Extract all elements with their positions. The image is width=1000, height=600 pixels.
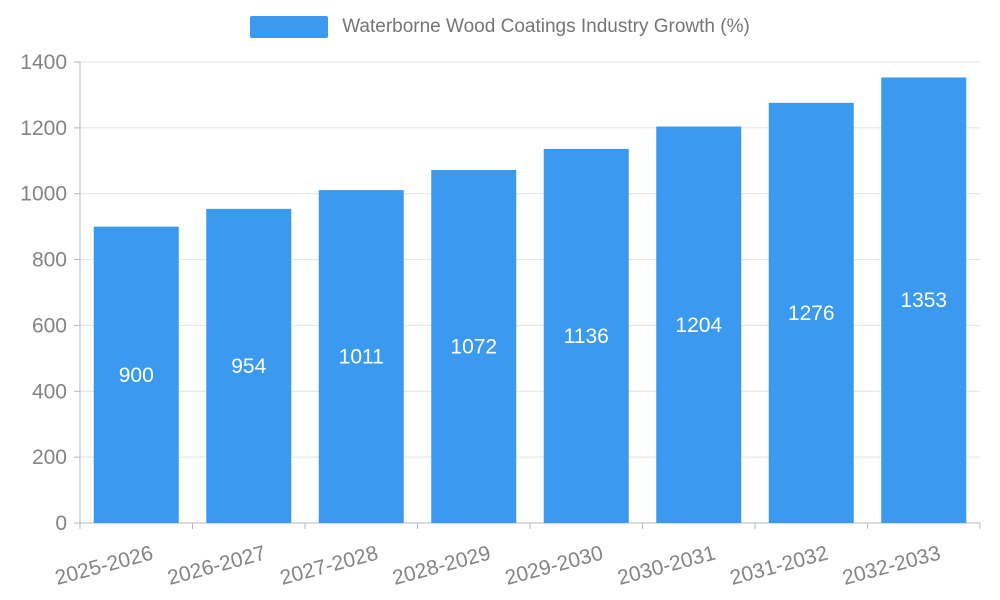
bar-value-label: 954 [231,355,266,378]
y-tick-label: 1200 [20,117,67,140]
x-tick-label: 2031-2032 [728,542,831,590]
bar-2026-2027 [206,208,292,523]
bar-2031-2032 [768,102,854,524]
legend-swatch[interactable] [250,16,329,38]
bar-2028-2029 [431,170,517,523]
bar-value-label: 900 [119,364,154,387]
bar-value-label: 1204 [675,314,722,337]
bar-2027-2028 [318,190,404,523]
bar-value-label: 1136 [564,325,609,348]
y-tick-label: 0 [55,512,67,535]
bar-value-label: 1276 [788,302,835,325]
y-tick-label: 400 [32,380,67,403]
x-tick-label: 2032-2033 [840,542,943,590]
bar-value-label: 1353 [900,289,947,312]
bar-value-label: 1011 [339,346,384,369]
x-tick-label: 2029-2030 [503,542,606,590]
bar-2030-2031 [656,126,742,523]
bar-2032-2033 [881,77,967,523]
y-tick-label: 1000 [20,183,67,206]
bar-value-label: 1072 [450,336,497,359]
y-tick-label: 1400 [20,51,67,74]
x-tick-label: 2026-2027 [165,542,268,590]
y-tick-label: 600 [32,314,67,337]
chart-legend[interactable]: Waterborne Wood Coatings Industry Growth… [0,16,1000,38]
bar-2025-2026 [93,226,179,523]
x-tick-label: 2028-2029 [390,542,493,590]
y-tick-label: 200 [32,446,67,469]
x-tick-label: 2025-2026 [53,542,156,590]
x-tick-label: 2027-2028 [278,542,381,590]
y-tick-label: 800 [32,249,67,272]
bar-2029-2030 [543,148,629,523]
x-tick-label: 2030-2031 [615,542,718,590]
chart-title: Waterborne Wood Coatings Industry Growth… [342,16,750,37]
